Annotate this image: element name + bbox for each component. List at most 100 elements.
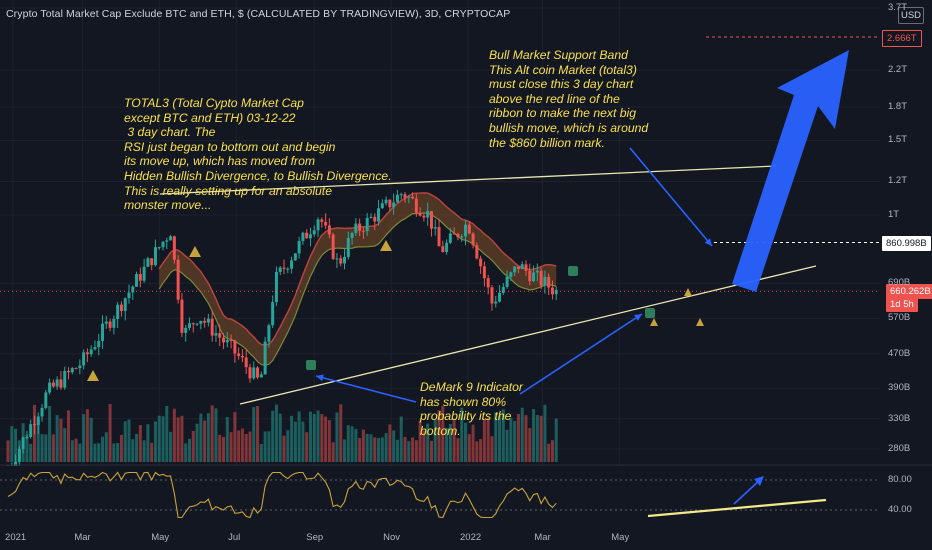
support-band-annotation: Bull Market Support Band This Alt coin M… xyxy=(489,48,649,150)
volume-bar xyxy=(59,418,63,462)
volume-bar xyxy=(532,409,536,462)
x-axis-tick-label: 2021 xyxy=(5,532,27,543)
volume-bar xyxy=(150,442,154,462)
candle-body xyxy=(229,340,233,342)
volume-bar xyxy=(524,415,528,462)
resistance-price-tag: 860.998B xyxy=(882,236,931,251)
volume-bar xyxy=(153,421,157,462)
volume-bar xyxy=(169,431,173,462)
demark-annotation: DeMark 9 Indicator has shown 80% probabi… xyxy=(420,380,523,438)
candle-body xyxy=(36,416,40,426)
candle-body xyxy=(392,202,396,208)
volume-bar xyxy=(218,434,222,462)
candle-body xyxy=(237,353,241,357)
candle-body xyxy=(380,203,384,209)
volume-bar xyxy=(467,434,471,462)
currency-button[interactable]: USD xyxy=(898,7,924,24)
volume-bar xyxy=(244,434,248,462)
candle-body xyxy=(82,352,86,366)
volume-bar xyxy=(448,423,452,462)
volume-bar xyxy=(203,420,207,462)
candle-body xyxy=(66,370,70,373)
candle-body xyxy=(543,276,547,286)
candle-body xyxy=(278,267,282,272)
volume-bar xyxy=(119,434,123,462)
volume-bar xyxy=(422,430,426,462)
candle-body xyxy=(475,245,479,259)
candle-body xyxy=(187,323,191,328)
candle-body xyxy=(293,253,297,261)
candle-body xyxy=(456,233,460,238)
volume-bar xyxy=(14,428,18,462)
candle-body xyxy=(331,234,335,259)
candle-body xyxy=(516,266,520,270)
candle-body xyxy=(479,258,483,267)
demark-right-arrow xyxy=(519,313,643,395)
volume-bar xyxy=(471,424,475,462)
candle-body xyxy=(184,327,188,333)
volume-bar xyxy=(93,443,97,462)
signal-marker-icon xyxy=(650,318,658,326)
demark-right-arrow-head xyxy=(634,314,642,321)
x-axis-tick-label: Mar xyxy=(74,532,91,543)
rsi-tick-label: 40.00 xyxy=(888,504,912,515)
volume-bar xyxy=(361,429,365,462)
candle-body xyxy=(411,196,415,199)
candle-body xyxy=(165,240,169,242)
candle-body xyxy=(301,232,305,241)
volume-bar xyxy=(433,419,437,462)
volume-bar xyxy=(191,430,195,462)
volume-bar xyxy=(418,420,422,462)
candle-body xyxy=(244,357,248,368)
volume-bar xyxy=(543,404,547,462)
candle-body xyxy=(282,267,286,269)
candle-body xyxy=(539,270,543,286)
volume-bar xyxy=(290,415,294,462)
volume-bar xyxy=(108,404,112,462)
candle-body xyxy=(354,223,358,233)
candle-body xyxy=(524,264,528,271)
candle-body xyxy=(418,212,422,216)
volume-bar xyxy=(63,428,67,462)
candle-body xyxy=(426,211,430,218)
volume-bar xyxy=(490,436,494,462)
volume-bar xyxy=(437,410,441,462)
volume-bar xyxy=(554,418,558,462)
volume-bar xyxy=(51,434,55,462)
volume-bar xyxy=(498,415,502,462)
candle-body xyxy=(305,232,309,239)
volume-bar xyxy=(369,434,373,462)
x-axis-tick-label: Sep xyxy=(306,532,324,543)
volume-bar xyxy=(354,428,358,462)
y-axis-tick-label: 1T xyxy=(888,209,900,220)
candle-body xyxy=(131,286,135,293)
candle-body xyxy=(494,301,498,304)
x-axis-tick-label: May xyxy=(611,532,630,543)
volume-bar xyxy=(74,438,78,462)
demark-9-marker xyxy=(306,360,316,370)
volume-bar xyxy=(40,434,44,462)
support-band-upper xyxy=(158,192,557,346)
candle-body xyxy=(14,461,18,467)
volume-bar xyxy=(380,437,384,462)
y-axis-tick-label: 470B xyxy=(888,347,911,359)
candle-body xyxy=(433,227,437,229)
candle-body xyxy=(214,333,218,336)
candle-body xyxy=(25,436,29,438)
volume-bar xyxy=(146,424,150,462)
candle-body xyxy=(403,194,407,198)
candle-body xyxy=(199,320,203,324)
candle-body xyxy=(350,232,354,239)
candle-body xyxy=(104,321,108,324)
volume-bar xyxy=(157,415,161,462)
demark-left-arrow-head xyxy=(316,374,324,382)
current-price-tag: 660.262B xyxy=(886,284,932,299)
volume-bar xyxy=(373,437,377,462)
volume-bar xyxy=(127,419,131,462)
candle-body xyxy=(108,321,112,328)
rsi-divergence-line xyxy=(647,498,827,518)
volume-bar xyxy=(414,440,418,462)
volume-bar xyxy=(358,438,362,462)
candle-body xyxy=(395,194,399,203)
